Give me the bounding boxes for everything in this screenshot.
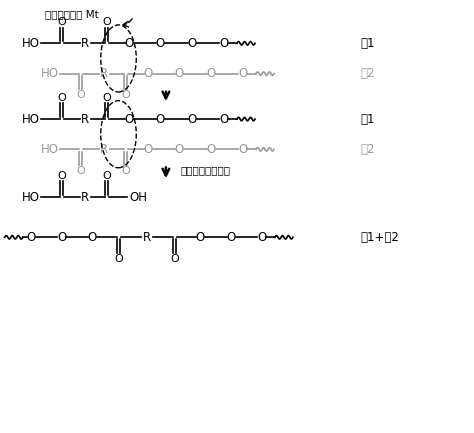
- Text: O: O: [155, 37, 165, 50]
- Text: 链2: 链2: [360, 143, 375, 156]
- Text: HO: HO: [22, 191, 40, 204]
- Text: O: O: [227, 231, 236, 244]
- Text: O: O: [57, 93, 66, 103]
- Text: R: R: [143, 231, 151, 244]
- Text: OH: OH: [129, 191, 147, 204]
- Text: O: O: [57, 17, 66, 27]
- Text: O: O: [195, 231, 205, 244]
- Text: O: O: [206, 67, 216, 80]
- Text: O: O: [187, 113, 197, 126]
- Text: O: O: [76, 166, 85, 176]
- Text: O: O: [114, 254, 123, 264]
- Text: O: O: [238, 67, 247, 80]
- Text: O: O: [102, 93, 111, 103]
- Text: O: O: [57, 231, 66, 244]
- Text: O: O: [143, 143, 153, 156]
- Text: O: O: [170, 254, 179, 264]
- Text: O: O: [102, 171, 111, 181]
- Text: O: O: [219, 113, 228, 126]
- Text: R: R: [100, 143, 109, 156]
- Text: O: O: [102, 17, 111, 27]
- Text: O: O: [155, 113, 165, 126]
- Text: O: O: [257, 231, 266, 244]
- Text: O: O: [143, 67, 153, 80]
- Text: O: O: [121, 90, 130, 100]
- Text: O: O: [174, 143, 184, 156]
- Text: R: R: [100, 67, 109, 80]
- Text: HO: HO: [41, 143, 59, 156]
- Text: R: R: [81, 191, 90, 204]
- Text: O: O: [187, 37, 197, 50]
- Text: O: O: [26, 231, 36, 244]
- Text: O: O: [124, 113, 134, 126]
- Text: O: O: [219, 37, 228, 50]
- Text: O: O: [238, 143, 247, 156]
- Text: R: R: [81, 113, 90, 126]
- Text: O: O: [206, 143, 216, 156]
- Text: 二元缧酸升华脱出: 二元缧酸升华脱出: [180, 165, 230, 176]
- Text: 链1: 链1: [360, 113, 375, 126]
- Text: HO: HO: [22, 113, 40, 126]
- Text: HO: HO: [22, 37, 40, 50]
- Text: O: O: [76, 90, 85, 100]
- Text: O: O: [174, 67, 184, 80]
- Text: 链1: 链1: [360, 37, 375, 50]
- Text: 酯交换催化剂 Mt: 酯交换催化剂 Mt: [45, 9, 99, 19]
- Text: O: O: [121, 166, 130, 176]
- Text: 链1+链2: 链1+链2: [360, 231, 399, 244]
- Text: O: O: [88, 231, 97, 244]
- Text: O: O: [124, 37, 134, 50]
- Text: R: R: [81, 37, 90, 50]
- Text: 链2: 链2: [360, 67, 375, 80]
- Text: O: O: [57, 171, 66, 181]
- Text: HO: HO: [41, 67, 59, 80]
